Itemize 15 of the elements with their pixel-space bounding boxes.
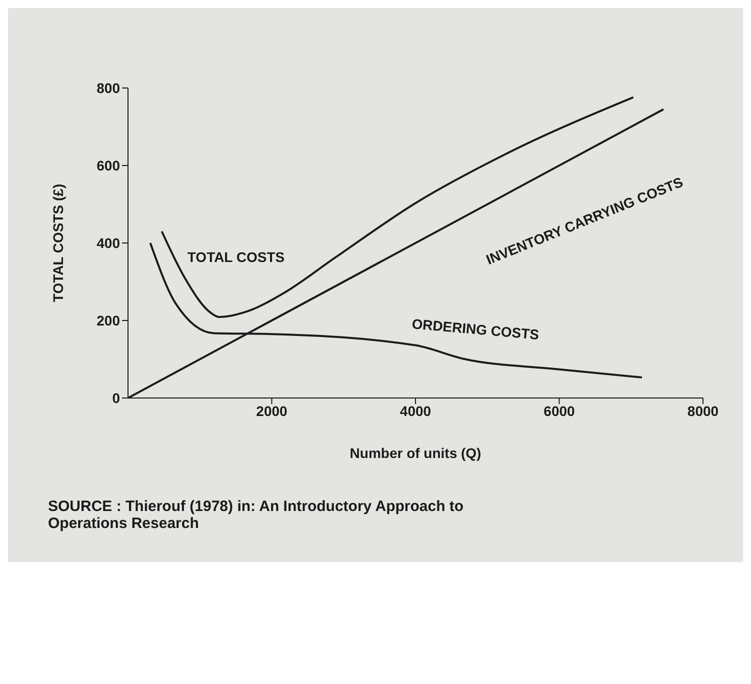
annotation: ORDERING COSTS <box>411 315 540 343</box>
y-axis-title: TOTAL COSTS (£) <box>50 184 66 302</box>
y-tick-label: 0 <box>112 390 120 406</box>
x-tick-label: 6000 <box>544 402 576 419</box>
x-tick-label: 4000 <box>400 402 432 419</box>
x-tick-label: 8000 <box>687 402 719 419</box>
annotation: TOTAL COSTS <box>187 248 285 265</box>
y-tick-label: 600 <box>96 157 120 174</box>
y-tick-label: 200 <box>96 312 120 328</box>
x-axis-title: Number of units (Q) <box>350 445 482 461</box>
x-tick-label: 2000 <box>256 402 288 419</box>
y-tick-label: 800 <box>96 80 120 96</box>
line-series <box>160 96 634 318</box>
source-note: SOURCE : Thierouf (1978) in: An Introductory Approach to Operations Research <box>47 497 465 534</box>
y-tick-label: 400 <box>96 234 120 251</box>
